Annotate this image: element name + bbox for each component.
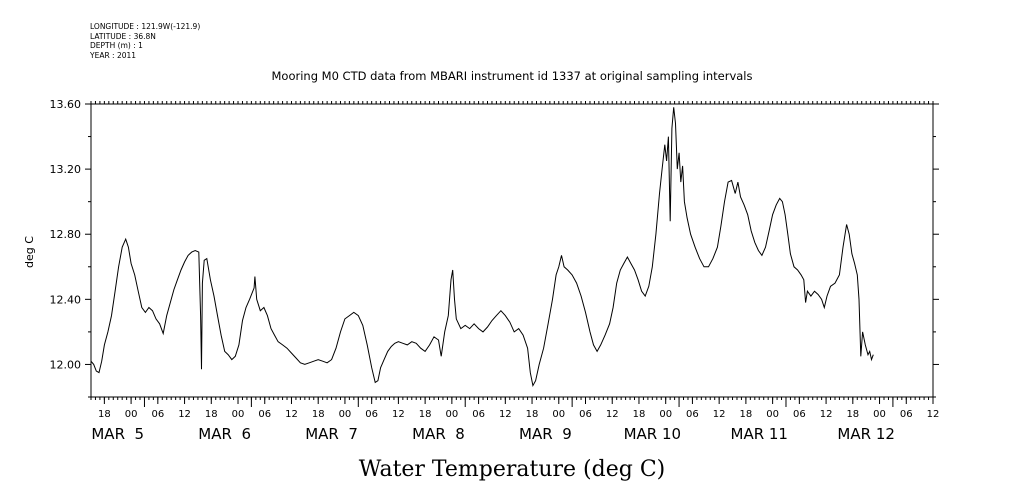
x-tick-label: 06	[365, 409, 378, 420]
day-labels: MAR 5 MAR 6 MAR 7 MAR 8 MAR 9 MAR 10 MAR 11 MAR…	[91, 425, 895, 443]
x-tick-label: 06	[472, 409, 485, 420]
x-tick-label: 00	[125, 409, 138, 420]
x-tick-label: 18	[419, 409, 432, 420]
y-tick-label: 13.20	[50, 163, 82, 176]
x-tick-label: 12	[713, 409, 726, 420]
day-label: MAR 7	[305, 425, 358, 443]
x-tick-label: 18	[205, 409, 218, 420]
x-tick-label: 12	[285, 409, 298, 420]
y-tick-label: 12.80	[50, 228, 82, 241]
year-label: YEAR : 2011	[90, 50, 137, 60]
x-tick-label: 12	[927, 409, 940, 420]
x-tick-label: 06	[579, 409, 592, 420]
x-tick-label: 00	[552, 409, 565, 420]
day-label: MAR 11	[731, 425, 788, 443]
y-tick-label: 12.40	[50, 293, 82, 306]
latitude-label: LATITUDE : 36.8N	[90, 31, 156, 41]
x-tick-label: 12	[820, 409, 833, 420]
day-label: MAR 9	[519, 425, 572, 443]
x-tick-label: 06	[151, 409, 164, 420]
y-tick-label: 13.60	[50, 98, 82, 111]
x-tick-label: 12	[606, 409, 619, 420]
day-label: MAR 5	[91, 425, 144, 443]
y-axis-label: deg C	[23, 236, 36, 268]
day-label: MAR 10	[624, 425, 681, 443]
x-tick-label: 18	[98, 409, 111, 420]
x-tick-label: 18	[526, 409, 539, 420]
x-axis	[90, 101, 934, 407]
x-tick-label: 00	[873, 409, 886, 420]
x-tick-label: 00	[445, 409, 458, 420]
x-tick-label: 06	[686, 409, 699, 420]
depth-label: DEPTH (m) : 1	[90, 41, 143, 50]
x-tick-label: 00	[766, 409, 779, 420]
temperature-line	[90, 107, 874, 388]
x-tick-label: 00	[232, 409, 245, 420]
day-label: MAR 8	[412, 425, 465, 443]
x-tick-label: 18	[740, 409, 753, 420]
plot-frame	[90, 103, 934, 398]
longitude-label: LONGITUDE : 121.9W(-121.9)	[90, 22, 201, 31]
x-tick-label: 18	[633, 409, 646, 420]
x-tick-label: 06	[900, 409, 913, 420]
y-tick-label: 12.00	[50, 358, 82, 371]
day-label: MAR 12	[837, 425, 894, 443]
x-tick-label: 06	[258, 409, 271, 420]
x-tick-labels: 18 00 06 12 18 00 06 12 18 00 06 12 18 00 06 12 18 00 06 12…	[98, 409, 939, 420]
metadata-block: LONGITUDE : 121.9W(-121.9) LATITUDE : 36…	[90, 22, 200, 60]
x-tick-label: 18	[846, 409, 859, 420]
x-tick-label: 12	[499, 409, 512, 420]
y-axis: 12.00 12.40 12.80 13.20 13.60	[50, 98, 939, 398]
x-tick-label: 00	[659, 409, 672, 420]
x-tick-label: 18	[312, 409, 325, 420]
day-label: MAR 6	[198, 425, 251, 443]
x-axis-label: Water Temperature (deg C)	[359, 457, 666, 482]
x-tick-label: 12	[392, 409, 405, 420]
x-tick-label: 00	[339, 409, 352, 420]
x-tick-label: 06	[793, 409, 806, 420]
x-tick-label: 12	[178, 409, 191, 420]
chart-title: Mooring M0 CTD data from MBARI instrumen…	[272, 69, 753, 83]
